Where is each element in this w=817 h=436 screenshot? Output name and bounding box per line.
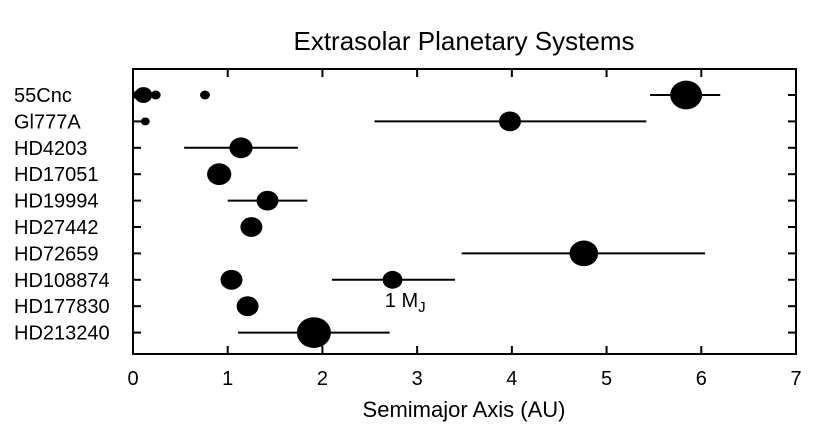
annotation-label: 1 MJ [385,290,426,316]
system-label-55Cnc: 55Cnc [14,85,72,107]
planet-point-HD213240-0 [296,317,331,348]
system-label-HD17051: HD17051 [14,164,99,186]
system-label-HD177830: HD177830 [14,296,110,318]
planet-point-HD19994-0 [256,190,279,211]
planet-point-55Cnc-1 [134,87,153,103]
x-tick-label-4: 4 [506,368,517,390]
planet-point-HD4203-0 [229,137,253,159]
x-tick-label-0: 0 [127,368,138,390]
system-label-HD213240: HD213240 [14,323,110,345]
x-tick-label-2: 2 [317,368,328,390]
system-label-HD19994: HD19994 [14,191,99,213]
planet-marks [132,80,721,348]
x-axis-label: Semimajor Axis (AU) [363,397,566,422]
system-label-HD72659: HD72659 [14,243,99,265]
system-label-HD27442: HD27442 [14,217,99,239]
planet-point-Gl777A-1 [498,111,521,132]
x-tick-label-5: 5 [601,368,612,390]
x-tick-label-6: 6 [696,368,707,390]
x-axis-ticks: 0 1 2 3 4 5 6 7 [127,69,802,390]
planet-point-HD27442-0 [240,217,263,237]
plot-frame [132,68,797,355]
annotation-subscript: J [418,299,426,316]
system-rows: 55Cnc Gl777A HD4203 HD17051 HD19994 HD27442 HD… [14,85,796,345]
planet-point-HD108874-1 [382,270,403,289]
system-label-HD4203: HD4203 [14,138,87,160]
planet-point-55Cnc-2 [150,90,161,100]
planet-point-HD17051-0 [207,163,232,186]
system-label-Gl777A: Gl777A [14,111,81,133]
x-tick-label-3: 3 [412,368,423,390]
x-tick-label-7: 7 [790,368,801,390]
system-label-HD108874: HD108874 [14,270,110,292]
planet-point-55Cnc-3 [200,90,210,100]
annotation-main: 1 M [385,290,418,312]
planet-point-Gl777A-0 [140,117,150,126]
planet-point-HD108874-0 [220,269,243,290]
planet-point-HD72659-0 [569,240,599,267]
chart-title: Extrasolar Planetary Systems [293,26,634,56]
planet-point-55Cnc-4 [670,80,703,110]
planet-point-HD177830-0 [236,296,259,317]
x-tick-label-1: 1 [222,368,233,390]
